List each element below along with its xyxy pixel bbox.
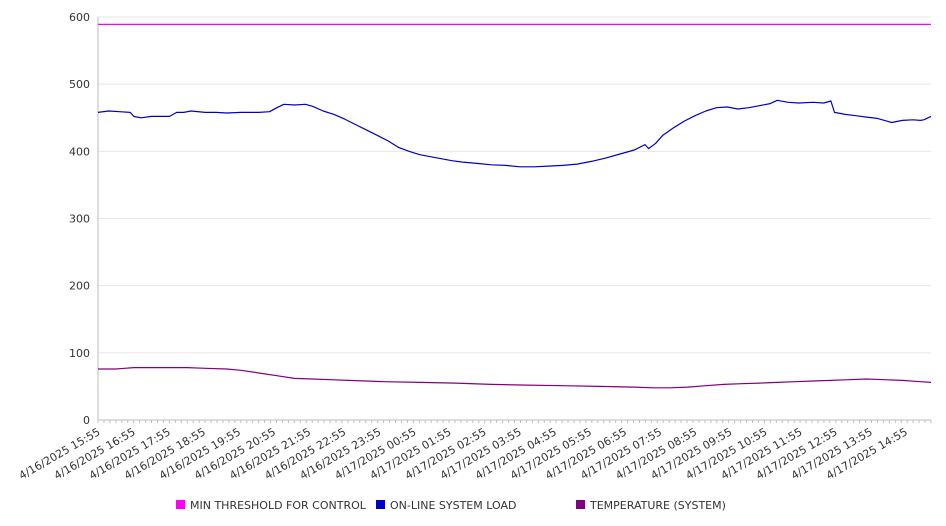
legend-swatch xyxy=(176,500,185,509)
legend-label: TEMPERATURE (SYSTEM) xyxy=(589,499,726,512)
series-lines xyxy=(97,23,932,389)
series-line-2 xyxy=(97,99,932,168)
legend-swatch xyxy=(376,500,385,509)
legend-item: TEMPERATURE (SYSTEM) xyxy=(576,499,726,512)
y-tick-label: 200 xyxy=(69,280,90,293)
legend-label: ON-LINE SYSTEM LOAD xyxy=(390,499,516,512)
legend-label: MIN THRESHOLD FOR CONTROL xyxy=(190,499,367,512)
y-tick-label: 100 xyxy=(69,347,90,360)
y-tick-label: 0 xyxy=(83,414,90,427)
legend: MIN THRESHOLD FOR CONTROL ON-LINE SYSTEM … xyxy=(176,499,726,512)
y-tick-label: 600 xyxy=(69,11,90,24)
axes xyxy=(97,17,932,423)
y-tick-label: 400 xyxy=(69,145,90,158)
legend-item: ON-LINE SYSTEM LOAD xyxy=(376,499,516,512)
x-tick-labels: 4/16/2025 15:554/16/2025 16:554/16/2025 … xyxy=(17,425,910,482)
y-tick-labels: 0 100 200 300 400 500 600 xyxy=(69,11,90,427)
legend-swatch xyxy=(576,500,585,509)
grid-lines xyxy=(98,16,931,421)
series-line-3 xyxy=(98,367,932,389)
y-tick-label: 300 xyxy=(69,213,90,226)
legend-item: MIN THRESHOLD FOR CONTROL xyxy=(176,499,367,512)
y-tick-label: 500 xyxy=(69,78,90,91)
